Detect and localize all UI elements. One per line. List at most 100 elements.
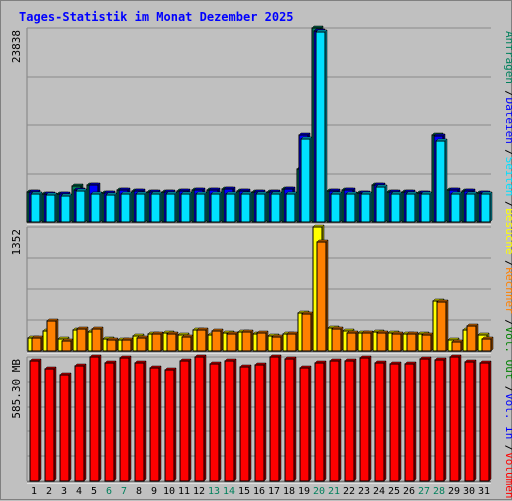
bar-face (29, 360, 40, 482)
bar-face (210, 193, 221, 223)
bar-seiten-day-25 (390, 191, 403, 223)
bar-face (271, 336, 282, 352)
bar-face (449, 356, 460, 482)
bar-face (421, 334, 432, 352)
bar-rechner-day-15 (241, 329, 254, 352)
bar-face (301, 313, 312, 352)
bar-seiten-day-19 (300, 136, 313, 223)
legend-vol-out: Vol. Out (503, 327, 512, 380)
x-tick-label-day-23: 23 (358, 486, 370, 497)
panel-3: 585.30 MB (10, 354, 492, 484)
bar-seiten-day-8 (135, 191, 148, 223)
bar-face (345, 193, 356, 223)
bar-face (269, 356, 280, 482)
bar-seiten-day-10 (165, 191, 178, 223)
bar-face (240, 193, 251, 223)
legend-separator: / (503, 201, 512, 208)
x-tick-label-day-30: 30 (463, 486, 475, 497)
bar-face (406, 333, 417, 352)
bar-volumen-day-22 (344, 358, 357, 482)
bar-face (180, 193, 191, 223)
bar-rechner-day-16 (256, 330, 269, 352)
bar-face (181, 336, 192, 352)
bar-face (479, 362, 490, 482)
bar-rechner-day-27 (421, 332, 434, 352)
bar-face (165, 193, 176, 223)
bar-volumen-day-27 (419, 356, 432, 482)
x-tick-label-day-12: 12 (193, 486, 205, 497)
bar-rechner-day-17 (271, 334, 284, 352)
bar-face (75, 190, 86, 223)
bar-seiten-day-16 (255, 191, 268, 223)
bar-volumen-day-13 (209, 361, 222, 482)
bar-face (361, 332, 372, 352)
bar-face (164, 369, 175, 482)
x-tick-label-day-20: 20 (313, 486, 325, 497)
x-tick-label-day-19: 19 (298, 486, 310, 497)
bar-seiten-day-13 (210, 191, 223, 223)
x-tick-label-day-22: 22 (343, 486, 355, 497)
bar-face (316, 241, 327, 352)
bar-volumen-day-18 (284, 356, 297, 482)
bar-volumen-day-28 (434, 357, 447, 482)
bar-rechner-day-19 (301, 311, 314, 352)
bar-face (166, 333, 177, 352)
bar-face (61, 340, 72, 352)
bar-rechner-day-28 (436, 299, 449, 352)
x-tick-label-day-10: 10 (163, 486, 175, 497)
chart-title: Tages-Statistik im Monat Dezember 2025 (19, 10, 294, 24)
bar-seiten-day-18 (285, 191, 298, 223)
bar-volumen-day-29 (449, 354, 462, 482)
bar-face (150, 193, 161, 223)
bar-seiten-day-9 (150, 191, 163, 223)
legend-seiten: Seiten (503, 157, 512, 197)
bar-seiten-day-22 (345, 191, 358, 223)
bar-volumen-day-30 (464, 359, 477, 482)
legend-separator: / (503, 386, 512, 393)
bar-rechner-day-24 (376, 330, 389, 352)
bar-volumen-day-12 (194, 354, 207, 482)
bar-face (435, 140, 446, 223)
bar-face (481, 338, 492, 352)
bar-rechner-day-14 (226, 331, 239, 352)
bar-face (151, 333, 162, 352)
bar-seiten-day-2 (45, 192, 58, 223)
bar-volumen-day-20 (314, 360, 327, 482)
bar-seiten-day-28 (435, 138, 448, 223)
legend-volumen: Volumen (503, 452, 512, 498)
bar-face (179, 360, 190, 482)
bar-face (121, 339, 132, 352)
x-tick-label-day-6: 6 (106, 486, 112, 497)
bar-face (135, 193, 146, 223)
x-tick-label-day-26: 26 (403, 486, 415, 497)
bar-face (450, 193, 461, 223)
bar-seiten-day-6 (105, 192, 118, 223)
bar-seiten-day-12 (195, 191, 208, 223)
bar-volumen-day-25 (389, 361, 402, 482)
bar-seiten-day-26 (405, 191, 418, 223)
x-tick-label-day-1: 1 (31, 486, 37, 497)
bar-face (136, 337, 147, 352)
bar-rechner-day-22 (346, 330, 359, 352)
bar-face (451, 341, 462, 352)
bar-rechner-day-25 (391, 331, 404, 352)
bar-rechner-day-9 (151, 331, 164, 352)
bar-face (420, 193, 431, 223)
bar-face (241, 331, 252, 352)
legend-separator: / (503, 149, 512, 156)
bar-rechner-day-23 (361, 330, 374, 352)
bar-rechner-day-10 (166, 331, 179, 352)
bar-volumen-day-21 (329, 358, 342, 482)
bar-face (104, 362, 115, 482)
bar-rechner-day-6 (106, 337, 119, 352)
legend-rechner: Rechner (503, 267, 512, 314)
bar-face (90, 193, 101, 223)
bar-face (346, 332, 357, 352)
x-tick-label-day-5: 5 (91, 486, 97, 497)
bar-rechner-day-3 (61, 338, 74, 352)
bar-seiten-day-30 (465, 191, 478, 223)
bar-face (256, 332, 267, 352)
bar-seiten-day-21 (330, 191, 343, 223)
bar-rechner-day-1 (31, 335, 44, 352)
